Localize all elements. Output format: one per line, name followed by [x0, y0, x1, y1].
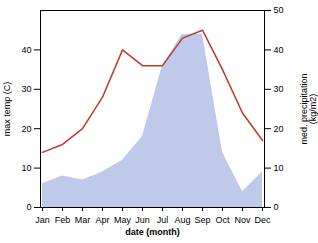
svg-text:Mar: Mar [75, 215, 91, 225]
svg-text:date (month): date (month) [125, 227, 180, 237]
svg-text:med. precipitation(kg/m2): med. precipitation(kg/m2) [299, 73, 318, 144]
svg-text:40: 40 [21, 45, 31, 55]
svg-text:Jul: Jul [157, 215, 169, 225]
svg-text:0: 0 [26, 202, 31, 212]
svg-text:Aug: Aug [174, 215, 190, 225]
svg-text:40: 40 [274, 45, 284, 55]
svg-text:10: 10 [274, 163, 284, 173]
svg-text:20: 20 [274, 124, 284, 134]
svg-text:Apr: Apr [95, 215, 109, 225]
svg-text:May: May [114, 215, 132, 225]
svg-text:10: 10 [21, 163, 31, 173]
svg-text:Oct: Oct [215, 215, 230, 225]
svg-text:Jun: Jun [135, 215, 150, 225]
svg-text:20: 20 [21, 124, 31, 134]
svg-text:max temp (C): max temp (C) [2, 82, 12, 137]
svg-text:50: 50 [274, 5, 284, 15]
svg-text:Sep: Sep [194, 215, 210, 225]
svg-text:Nov: Nov [234, 215, 251, 225]
svg-text:Jan: Jan [35, 215, 50, 225]
svg-text:30: 30 [274, 84, 284, 94]
svg-text:30: 30 [21, 84, 31, 94]
svg-text:Feb: Feb [55, 215, 71, 225]
svg-text:0: 0 [274, 202, 279, 212]
svg-text:Dec: Dec [254, 215, 271, 225]
